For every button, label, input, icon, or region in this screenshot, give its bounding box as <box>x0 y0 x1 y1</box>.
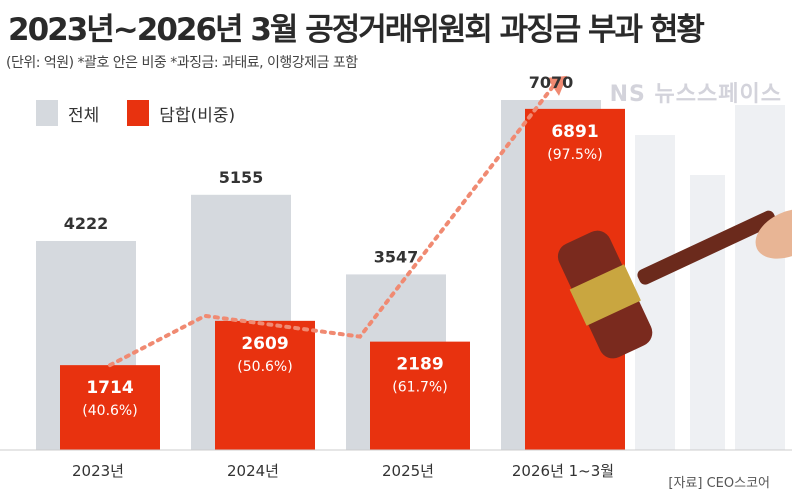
label-total: 3547 <box>374 247 419 266</box>
label-share: (61.7%) <box>392 380 447 396</box>
legend: 전체 담합(비중) <box>36 100 235 126</box>
label-collusion: 1714 <box>86 378 133 398</box>
legend-label-total: 전체 <box>68 105 100 126</box>
x-tick-label: 2023년 <box>72 462 124 480</box>
bar-collusion <box>370 341 470 450</box>
x-tick-label: 2026년 1~3월 <box>512 462 614 480</box>
label-collusion: 2609 <box>241 334 288 354</box>
label-share: (97.5%) <box>547 147 602 163</box>
source-note: [자료] CEO스코어 <box>668 476 770 491</box>
x-tick-label: 2025년 <box>382 462 434 480</box>
page-title: 2023년~2026년 3월 공정거래위원회 과징금 부과 현황 <box>8 12 705 48</box>
label-collusion: 6891 <box>551 122 598 142</box>
label-total: 5155 <box>219 168 264 187</box>
trend-arrowhead <box>547 75 567 96</box>
trend-line <box>108 81 557 368</box>
label-share: (40.6%) <box>82 403 137 419</box>
background-buildings <box>635 105 785 450</box>
label-total: 4222 <box>64 214 109 233</box>
legend-swatch-total <box>36 100 58 126</box>
label-total: 7070 <box>529 73 574 92</box>
subtitle: (단위: 억원) *괄호 안은 비중 *과징금: 과태료, 이행강제금 포함 <box>6 55 358 71</box>
label-share: (50.6%) <box>237 359 292 375</box>
legend-label-collusion: 담합(비중) <box>159 105 236 126</box>
legend-swatch-collusion <box>127 100 150 126</box>
gavel-icon <box>557 208 792 359</box>
x-tick-label: 2024년 <box>227 462 279 480</box>
bar-collusion <box>215 320 315 450</box>
watermark: NS 뉴스스페이스 <box>609 82 782 107</box>
label-collusion: 2189 <box>396 355 443 375</box>
bar-collusion <box>60 365 160 450</box>
